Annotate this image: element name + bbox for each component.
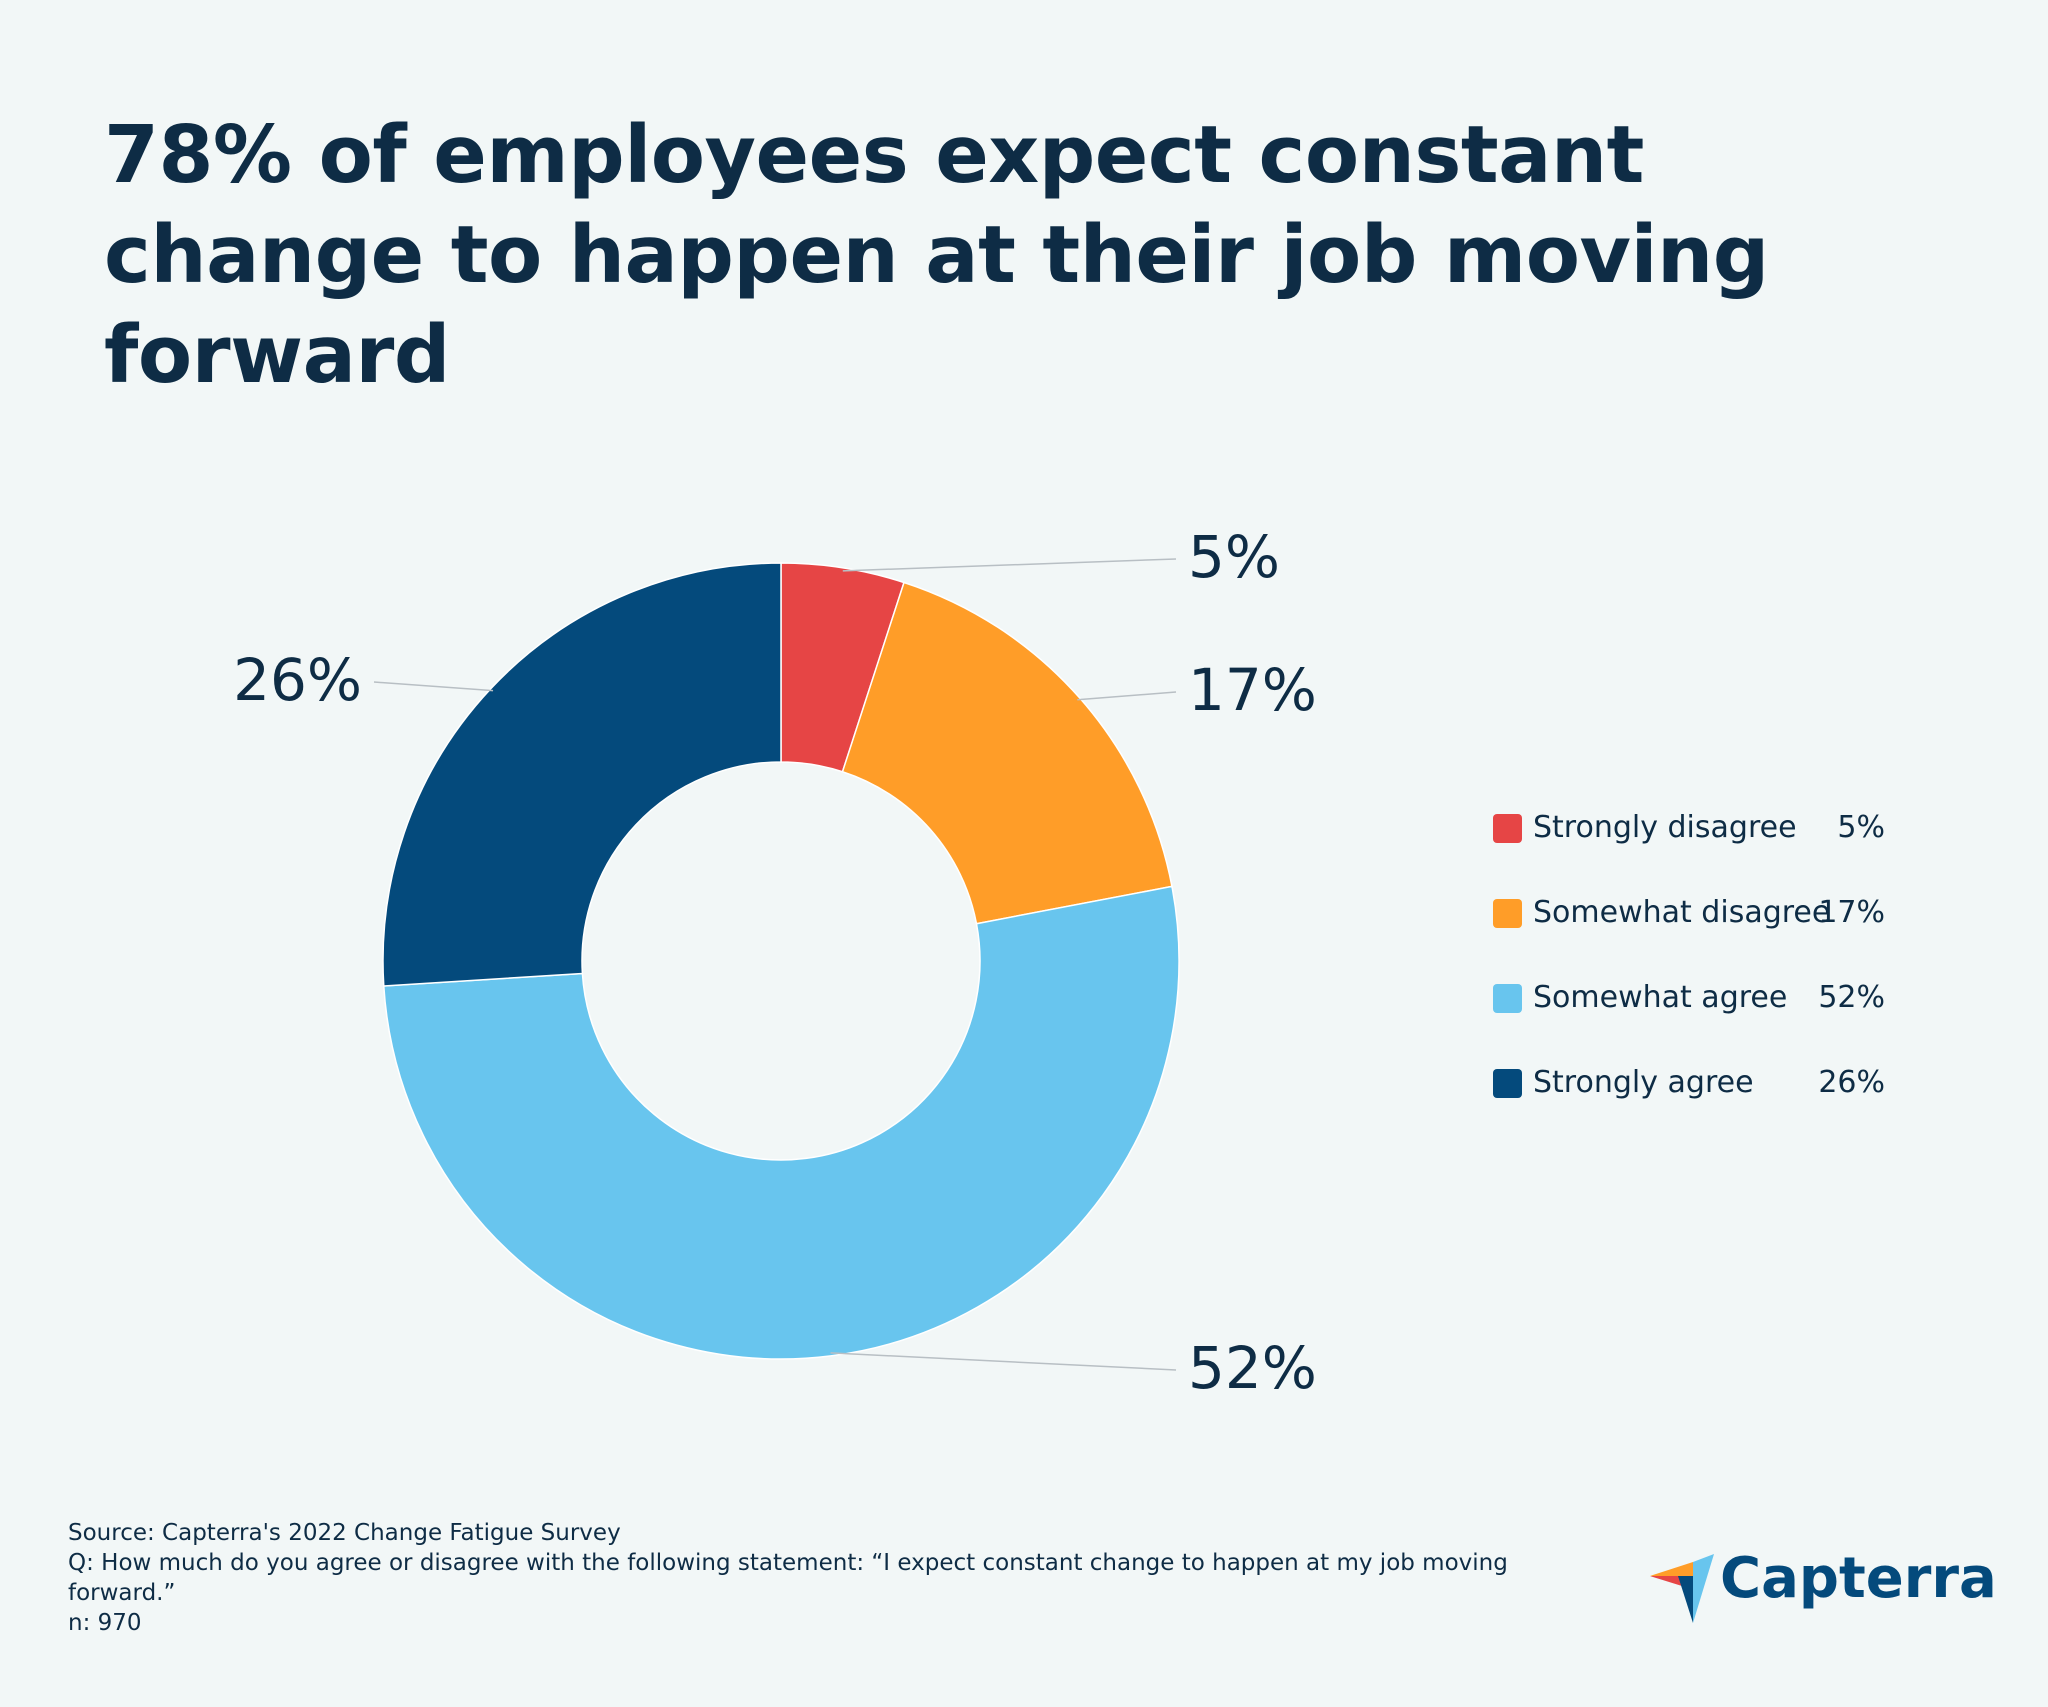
data-label: 26% xyxy=(233,646,362,714)
legend-value: 26% xyxy=(1818,1065,1885,1100)
logo-text: Capterra xyxy=(1720,1546,1997,1611)
leader-line xyxy=(830,1352,1177,1371)
data-label: 52% xyxy=(1188,1334,1317,1402)
legend-label: Strongly disagree xyxy=(1533,810,1797,845)
legend-value: 5% xyxy=(1837,810,1885,845)
question-note: Q: How much do you agree or disagree wit… xyxy=(68,1550,1508,1606)
legend-value: 52% xyxy=(1818,980,1885,1015)
legend-label: Somewhat agree xyxy=(1533,980,1788,1015)
legend-swatch xyxy=(1493,1069,1522,1098)
donut-slice-strongly-agree xyxy=(382,562,782,987)
legend-item: Somewhat disagree 17% xyxy=(1493,895,1893,980)
legend-label: Strongly agree xyxy=(1533,1065,1754,1100)
legend-swatch xyxy=(1493,984,1522,1013)
legend-item: Strongly agree 26% xyxy=(1493,1065,1893,1150)
legend-item: Strongly disagree 5% xyxy=(1493,810,1893,895)
source-note: Source: Capterra's 2022 Change Fatigue S… xyxy=(68,1520,621,1546)
legend-swatch xyxy=(1493,899,1522,928)
donut-slice-somewhat-disagree xyxy=(841,581,1173,925)
capterra-arrow-icon xyxy=(1650,1554,1714,1623)
legend: Strongly disagree 5% Somewhat disagree 17%… xyxy=(1493,810,1893,1150)
capterra-logo: Capterra xyxy=(1648,1546,1997,1630)
sample-size: n: 970 xyxy=(68,1610,142,1636)
footer: Source: Capterra's 2022 Change Fatigue S… xyxy=(68,1518,1568,1638)
legend-swatch xyxy=(1493,814,1522,843)
leader-line xyxy=(1077,691,1177,701)
donut-slice-somewhat-agree xyxy=(382,885,1180,1360)
leader-line xyxy=(373,681,494,692)
data-label: 5% xyxy=(1188,523,1280,591)
chart-title: 78% of employees expect constant change … xyxy=(104,109,1769,401)
legend-value: 17% xyxy=(1818,895,1885,930)
leader-line xyxy=(842,558,1177,572)
legend-label: Somewhat disagree xyxy=(1533,895,1831,930)
data-label: 17% xyxy=(1188,656,1317,724)
legend-item: Somewhat agree 52% xyxy=(1493,980,1893,1065)
